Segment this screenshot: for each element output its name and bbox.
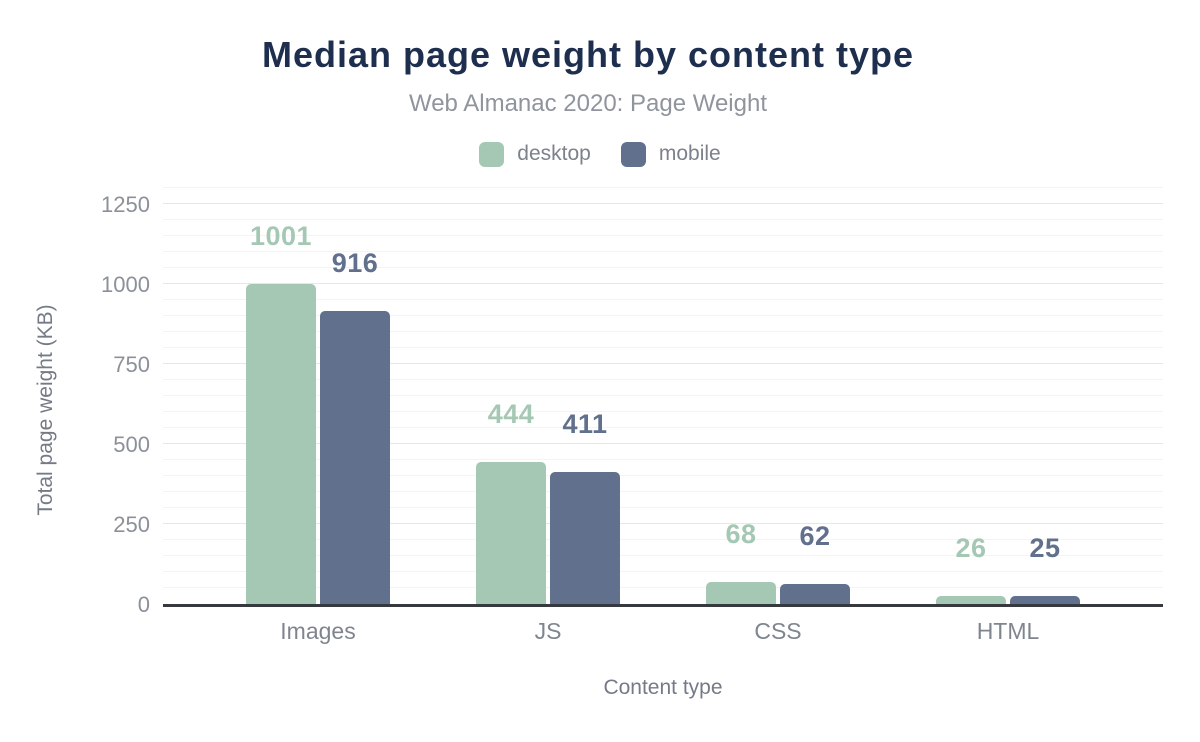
chart-subtitle: Web Almanac 2020: Page Weight — [408, 90, 767, 117]
minor-gridline — [163, 187, 1163, 188]
y-tick-label: 750 — [113, 352, 150, 377]
y-tick-label: 250 — [113, 512, 150, 537]
x-category-label-html: HTML — [976, 618, 1040, 644]
minor-gridline — [163, 427, 1163, 428]
chart-title: Median page weight by content type — [261, 34, 915, 75]
legend-label-desktop: desktop — [517, 142, 591, 165]
minor-gridline — [163, 491, 1163, 492]
x-category-label-js: JS — [534, 618, 562, 644]
legend-label-mobile: mobile — [658, 142, 721, 165]
minor-gridline — [163, 347, 1163, 348]
y-tick-label: 1250 — [101, 192, 150, 217]
major-gridline — [163, 283, 1163, 284]
minor-gridline — [163, 315, 1163, 316]
bar-mobile-css[interactable] — [780, 584, 850, 604]
major-gridline — [163, 523, 1163, 524]
desktop-swatch-icon — [479, 141, 505, 167]
value-label-mobile-css: 62 — [799, 521, 831, 552]
bar-mobile-js[interactable] — [550, 472, 620, 604]
minor-gridline — [163, 587, 1163, 588]
minor-gridline — [163, 459, 1163, 460]
value-label-mobile-js: 411 — [562, 409, 608, 440]
y-tick-label: 1000 — [101, 272, 150, 297]
major-gridline — [163, 443, 1163, 444]
y-tick-label: 500 — [113, 432, 150, 457]
minor-gridline — [163, 571, 1163, 572]
value-label-desktop-html: 26 — [955, 532, 987, 563]
minor-gridline — [163, 267, 1163, 268]
value-label-desktop-css: 68 — [725, 519, 757, 550]
y-axis-title: Total page weight (KB) — [34, 304, 57, 516]
legend-item-mobile[interactable]: mobile — [620, 141, 721, 167]
x-category-label-css: CSS — [754, 618, 802, 644]
major-gridline — [163, 203, 1163, 204]
minor-gridline — [163, 219, 1163, 220]
plot-area: 1001 916 444 411 68 62 26 25 — [163, 187, 1163, 607]
minor-gridline — [163, 475, 1163, 476]
bar-mobile-html[interactable] — [1010, 596, 1080, 604]
bar-mobile-images[interactable] — [320, 310, 390, 604]
minor-gridline — [163, 299, 1163, 300]
minor-gridline — [163, 379, 1163, 380]
bar-desktop-css[interactable] — [706, 582, 776, 604]
minor-gridline — [163, 507, 1163, 508]
legend: desktop mobile — [0, 140, 1200, 168]
minor-gridline — [163, 411, 1163, 412]
x-category-label-images: Images — [280, 618, 356, 644]
major-gridline — [163, 363, 1163, 364]
value-label-mobile-images: 916 — [331, 247, 379, 278]
value-label-mobile-html: 25 — [1029, 533, 1061, 563]
bar-desktop-images[interactable] — [246, 283, 316, 604]
minor-gridline — [163, 331, 1163, 332]
value-label-desktop-images: 1001 — [249, 220, 313, 251]
minor-gridline — [163, 555, 1163, 556]
bar-desktop-html[interactable] — [936, 595, 1006, 604]
x-axis-title: Content type — [603, 676, 723, 699]
bar-desktop-js[interactable] — [476, 461, 546, 604]
legend-item-desktop[interactable]: desktop — [479, 141, 591, 167]
minor-gridline — [163, 539, 1163, 540]
minor-gridline — [163, 235, 1163, 236]
y-tick-label: 0 — [137, 592, 150, 617]
value-label-desktop-js: 444 — [487, 398, 535, 429]
mobile-swatch-icon — [620, 141, 646, 167]
minor-gridline — [163, 251, 1163, 252]
minor-gridline — [163, 395, 1163, 396]
